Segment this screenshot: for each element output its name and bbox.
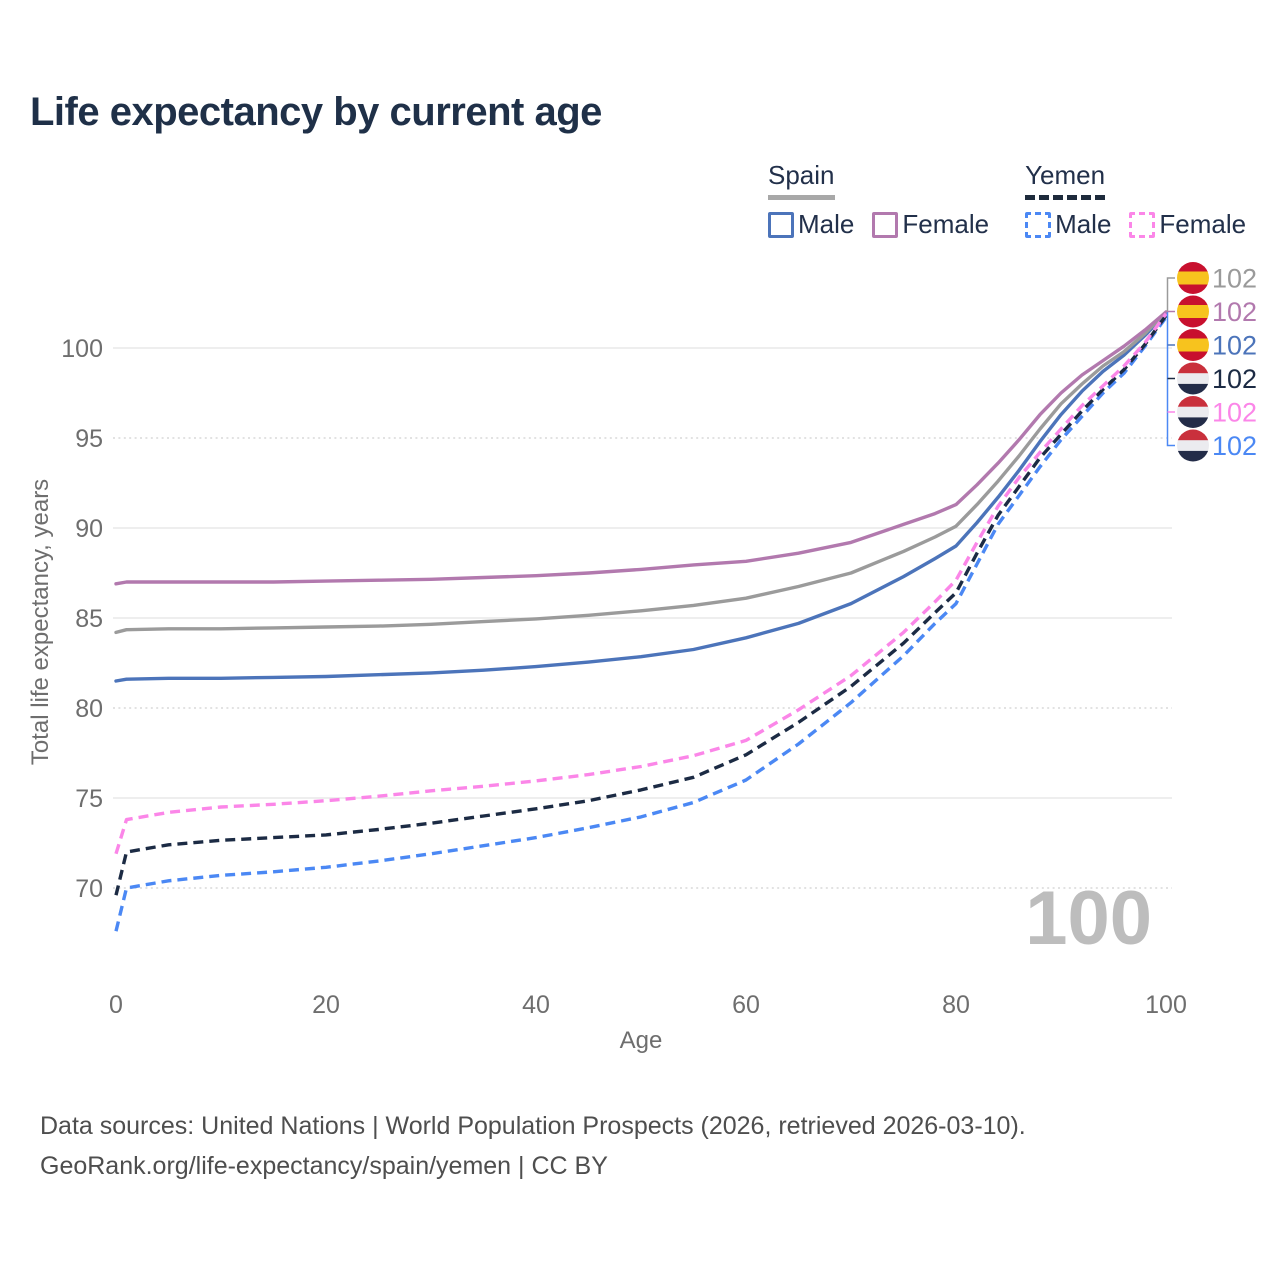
x-tick-label: 80 [942, 991, 970, 1019]
end-value-label-yemen: 102 [1212, 364, 1257, 394]
flag-stripe [1177, 338, 1209, 352]
flag-stripe [1177, 373, 1209, 385]
flag-stripe [1177, 262, 1209, 272]
y-tick-label: 95 [75, 425, 103, 453]
x-axis-title: Age [620, 1027, 663, 1054]
x-tick-label: 20 [312, 991, 340, 1019]
page-title: Life expectancy by current age [30, 90, 602, 134]
footer-url-line: GeoRank.org/life-expectancy/spain/yemen … [40, 1152, 608, 1180]
x-tick-label: 40 [522, 991, 550, 1019]
end-value-label-spain-male: 102 [1212, 331, 1257, 361]
legend-item-label: Female [1159, 209, 1247, 239]
series-spain-female-line [114, 310, 1168, 586]
flag-stripe [1177, 284, 1209, 294]
flag-stripe [1177, 396, 1209, 408]
series-spain-line [114, 310, 1168, 635]
legend-item-label: Male [798, 209, 855, 239]
series-lines [114, 310, 1168, 932]
flag-stripe [1177, 406, 1209, 418]
series-yemen-male-line [114, 316, 1168, 932]
legend-group-spain: Spain Male Female [768, 160, 989, 240]
legend-swatch-icon [768, 211, 794, 238]
y-axis-title: Total life expectancy, years [27, 479, 54, 765]
footer-source-line: Data sources: United Nations | World Pop… [40, 1112, 1026, 1140]
flag-stripe [1177, 429, 1209, 441]
legend-item-label: Female [902, 209, 990, 239]
y-tick-label: 70 [75, 875, 103, 903]
end-value-label-spain-female: 102 [1212, 297, 1257, 327]
y-tick-label: 75 [75, 785, 103, 813]
leader-line [1166, 312, 1175, 447]
legend-country-yemen[interactable]: Yemen [1025, 160, 1106, 200]
x-tick-label: 0 [109, 991, 123, 1019]
series-spain-male-line [114, 312, 1168, 683]
x-tick-label: 100 [1145, 991, 1187, 1019]
flag-stripe [1177, 362, 1209, 374]
y-tick-label: 80 [75, 695, 103, 723]
flag-stripe [1177, 440, 1209, 452]
flag-stripe [1177, 271, 1209, 285]
flag-stripe [1177, 351, 1209, 361]
footer: Data sources: United Nations | World Pop… [40, 1106, 1026, 1186]
flag-stripe [1177, 305, 1209, 319]
flag-stripe [1177, 318, 1209, 328]
y-tick-label: 100 [61, 335, 103, 363]
legend-item-yemen-female[interactable]: Female [1129, 209, 1246, 240]
age-watermark: 100 [1025, 876, 1152, 961]
legend-country-spain[interactable]: Spain [768, 160, 835, 200]
yemen-flag-icon [1177, 429, 1209, 462]
gridlines: 70 75 80 85 90 95 100 0 20 40 60 80 100 [61, 335, 1187, 1019]
end-value-label-yemen-male: 102 [1212, 431, 1257, 461]
spain-flag-icon [1177, 329, 1209, 361]
spain-flag-icon [1177, 295, 1209, 328]
end-value-label-spain: 102 [1212, 264, 1257, 294]
legend-group-yemen: Yemen Male Female [1025, 160, 1246, 240]
flag-stripe [1177, 329, 1209, 339]
legend-swatch-icon [872, 211, 899, 238]
legend-swatch-icon [1129, 211, 1156, 238]
y-tick-label: 90 [75, 515, 103, 543]
legend-item-spain-male[interactable]: Male [768, 209, 854, 240]
flag-stripe [1177, 417, 1209, 428]
yemen-flag-icon [1177, 362, 1209, 395]
legend-item-yemen-male[interactable]: Male [1025, 209, 1111, 240]
legend-item-spain-female[interactable]: Female [872, 209, 989, 240]
series-yemen-female-line [114, 312, 1168, 855]
x-tick-label: 60 [732, 991, 760, 1019]
flag-stripe [1177, 295, 1209, 306]
legend-item-label: Male [1055, 209, 1112, 239]
series-yemen-line [114, 314, 1168, 896]
legend-swatch-icon [1025, 211, 1052, 238]
flag-stripe [1177, 383, 1209, 395]
legend: Spain Male Female Yemen Male Female [768, 160, 1246, 240]
flag-stripe [1177, 450, 1209, 462]
end-value-label-yemen-female: 102 [1212, 398, 1257, 428]
leader-line [1166, 277, 1175, 312]
yemen-flag-icon [1177, 396, 1209, 428]
y-tick-label: 85 [75, 605, 103, 633]
spain-flag-icon [1177, 262, 1209, 294]
